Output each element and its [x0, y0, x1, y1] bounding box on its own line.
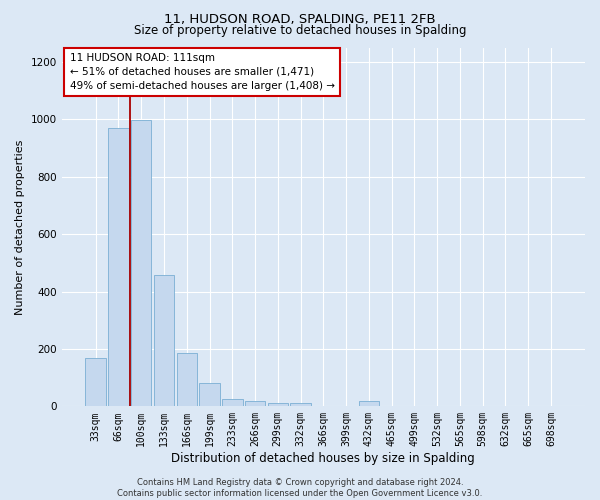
Bar: [199, 384, 220, 406]
X-axis label: Distribution of detached houses by size in Spalding: Distribution of detached houses by size …: [172, 452, 475, 465]
Bar: [85, 358, 106, 406]
Bar: [222, 399, 242, 406]
Text: 11 HUDSON ROAD: 111sqm
← 51% of detached houses are smaller (1,471)
49% of semi-: 11 HUDSON ROAD: 111sqm ← 51% of detached…: [70, 53, 335, 91]
Text: Contains HM Land Registry data © Crown copyright and database right 2024.
Contai: Contains HM Land Registry data © Crown c…: [118, 478, 482, 498]
Bar: [131, 120, 151, 406]
Bar: [245, 400, 265, 406]
Bar: [290, 404, 311, 406]
Text: 11, HUDSON ROAD, SPALDING, PE11 2FB: 11, HUDSON ROAD, SPALDING, PE11 2FB: [164, 12, 436, 26]
Text: Size of property relative to detached houses in Spalding: Size of property relative to detached ho…: [134, 24, 466, 37]
Bar: [154, 275, 174, 406]
Bar: [268, 402, 288, 406]
Bar: [108, 128, 129, 406]
Bar: [359, 401, 379, 406]
Bar: [176, 353, 197, 406]
Y-axis label: Number of detached properties: Number of detached properties: [15, 139, 25, 314]
